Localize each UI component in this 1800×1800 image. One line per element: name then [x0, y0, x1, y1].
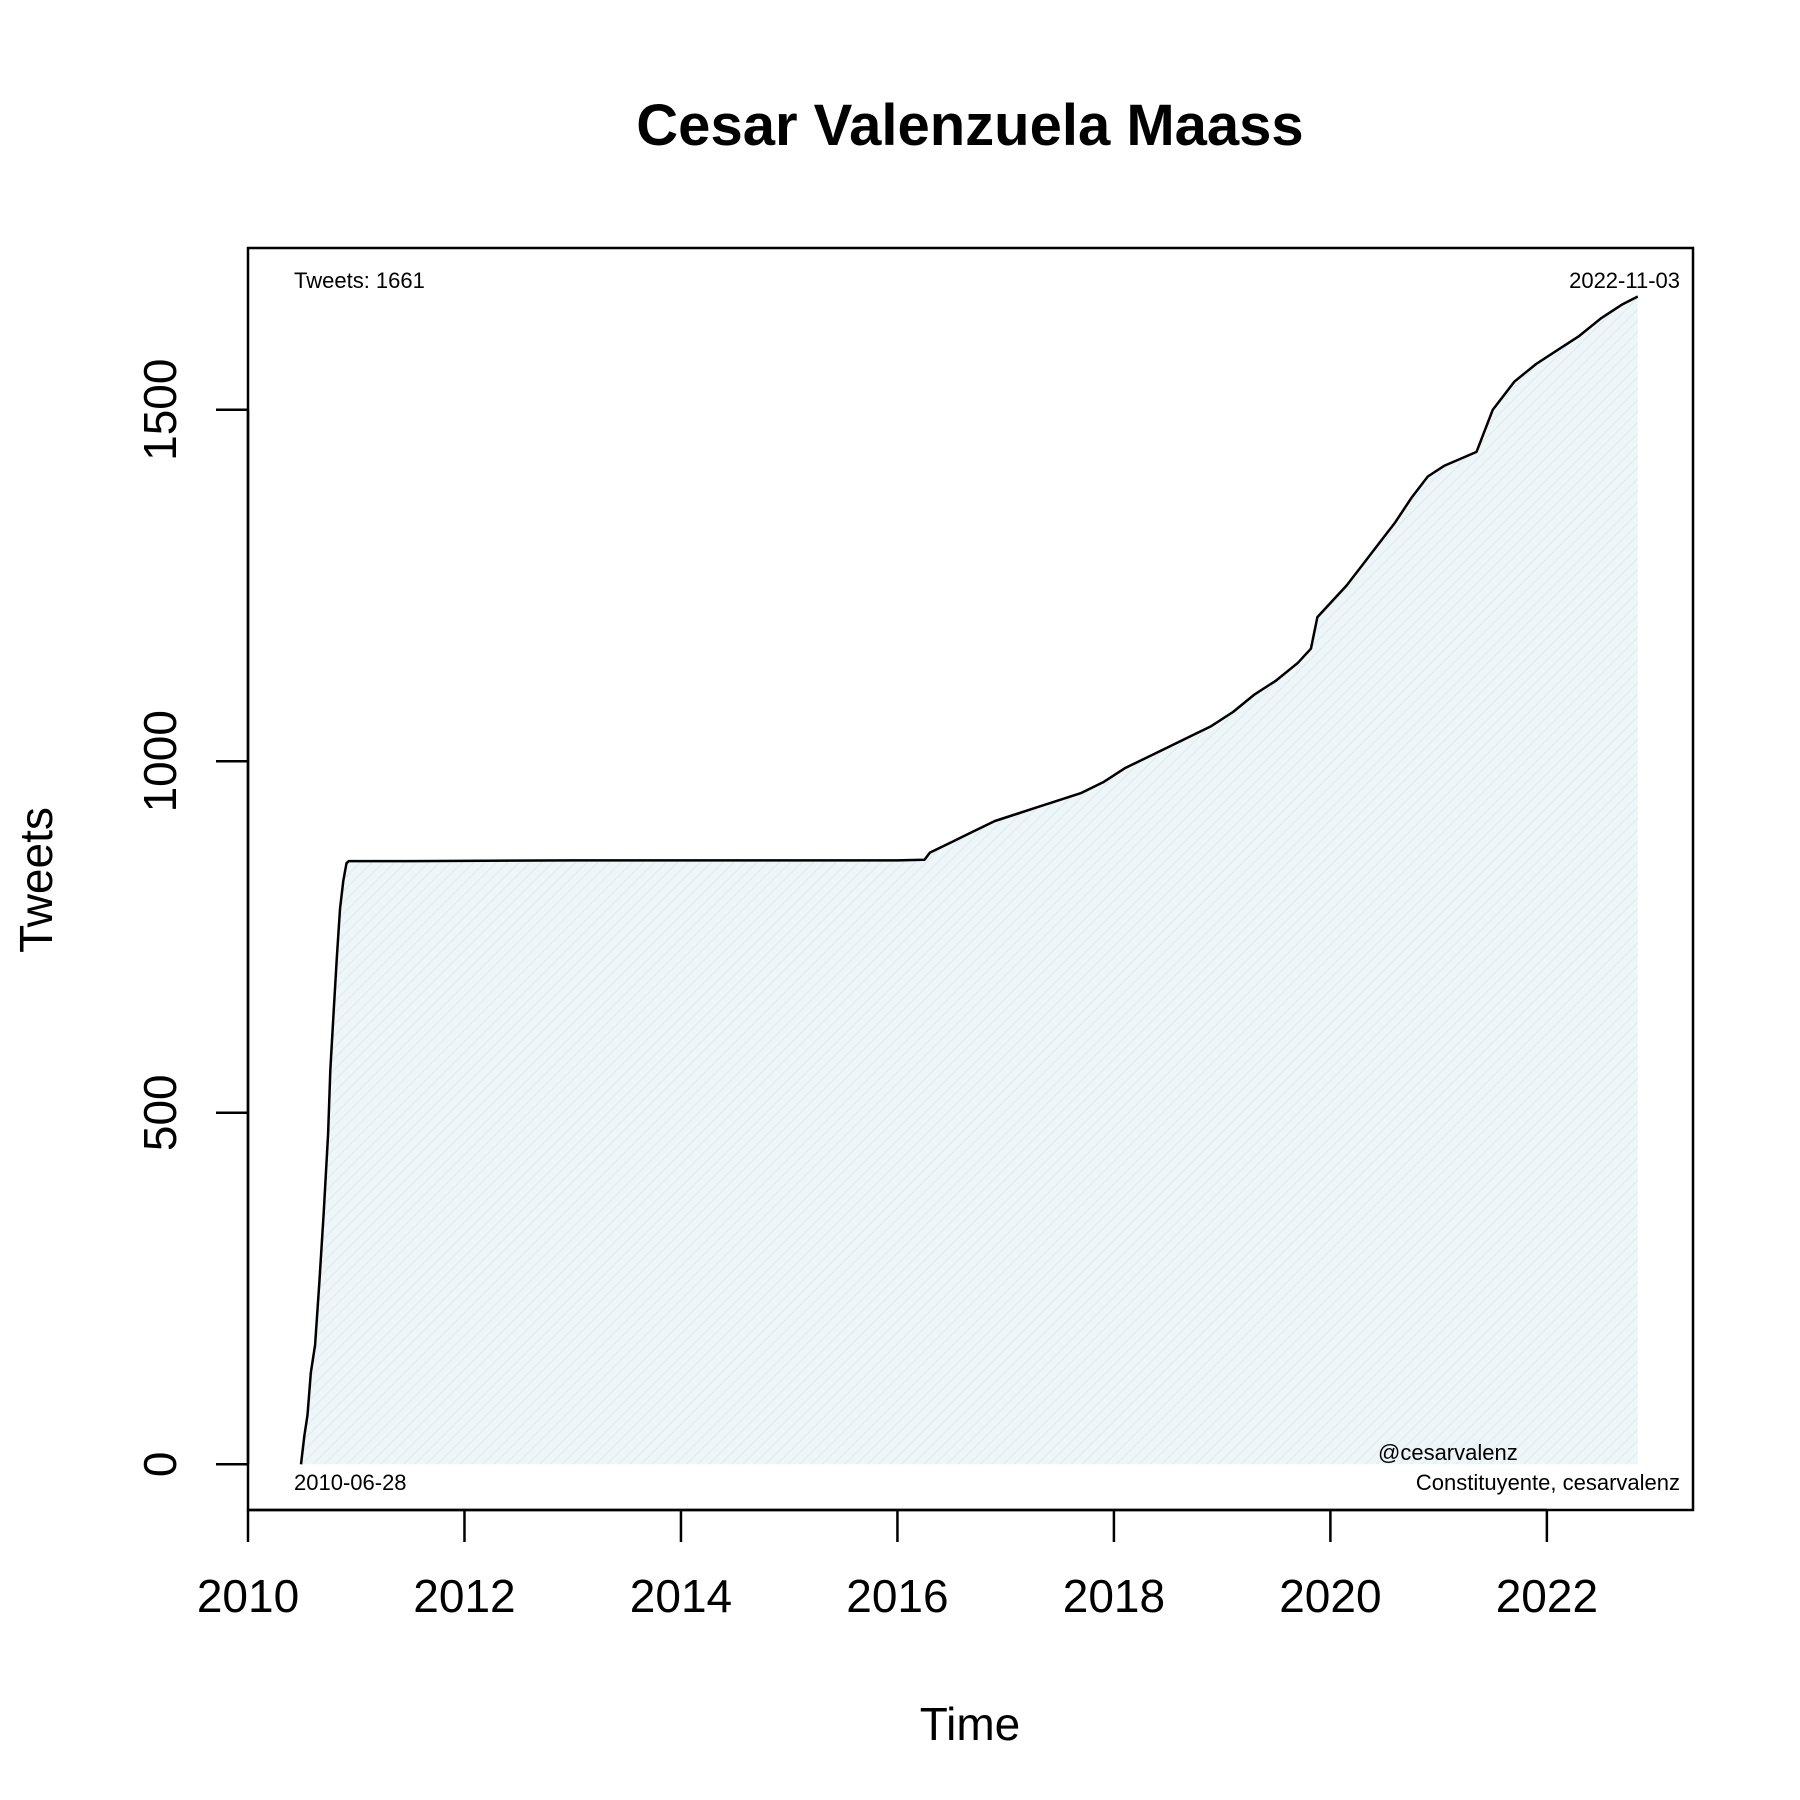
x-tick-label: 2018	[1063, 1570, 1165, 1622]
chart-title: Cesar Valenzuela Maass	[636, 93, 1303, 158]
cumulative-line	[299, 295, 1639, 1465]
x-tick-label: 2014	[630, 1570, 732, 1622]
y-tick-label: 0	[134, 1452, 186, 1478]
tweet-count-annotation: Tweets: 1661	[294, 268, 425, 293]
handle-annotation: @cesarvalenz	[1378, 1440, 1518, 1465]
x-tick-label: 2022	[1496, 1570, 1598, 1622]
plot-area	[299, 295, 1639, 1465]
x-tick-label: 2010	[197, 1570, 299, 1622]
description-annotation: Constituyente, cesarvalenz	[1416, 1470, 1680, 1495]
y-tick-label: 1500	[134, 359, 186, 461]
start-date-annotation: 2010-06-28	[294, 1470, 407, 1495]
end-date-annotation: 2022-11-03	[1569, 268, 1680, 293]
x-tick-label: 2020	[1279, 1570, 1381, 1622]
y-tick-label: 500	[134, 1074, 186, 1151]
x-axis-label: Time	[920, 1698, 1021, 1750]
cumulative-area	[301, 296, 1638, 1465]
y-tick-label: 1000	[134, 710, 186, 812]
x-tick-label: 2012	[413, 1570, 515, 1622]
x-axis: 2010 2012 2014 2016 2018 2020 2022	[197, 1508, 1598, 1622]
x-tick-label: 2016	[846, 1570, 948, 1622]
y-axis-label: Tweets	[10, 807, 62, 953]
y-axis: 0 500 1000 1500	[134, 359, 250, 1478]
